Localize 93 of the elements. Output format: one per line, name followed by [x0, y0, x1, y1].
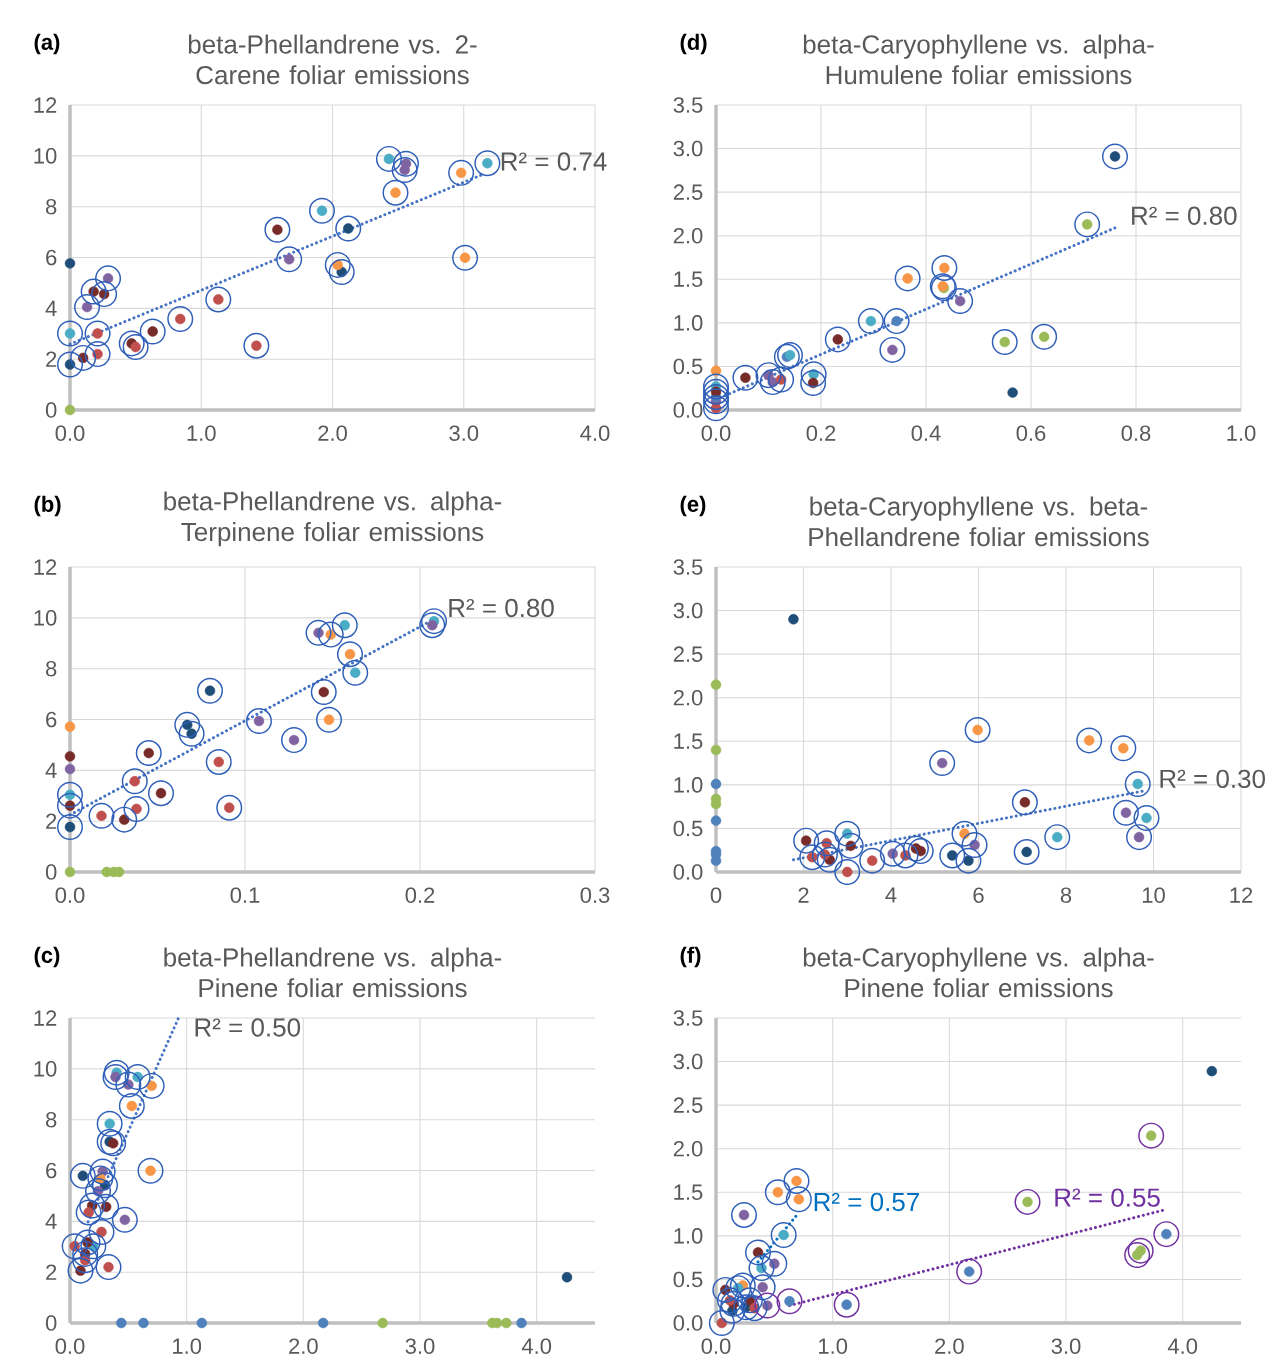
x-tick-label: 4.0 — [580, 425, 610, 441]
y-tick-label: 0 — [45, 1315, 57, 1331]
y-tick-label: 8 — [46, 1111, 57, 1128]
x-tick-label: 4 — [885, 887, 897, 903]
x-tick-label: 4.0 — [1167, 1338, 1198, 1354]
chart-title: beta-Caryophyllene vs. alpha-Pinene foliar emissions — [803, 947, 1154, 998]
y-tick-label: 3.5 — [673, 97, 703, 113]
x-tick-label: 1.0 — [1227, 425, 1256, 441]
annotation: R² = 0.50 — [195, 1018, 301, 1037]
y-tick-label: 1.0 — [674, 315, 703, 331]
x-tick-label: 0.2 — [806, 425, 836, 441]
x-tick-label: 1.0 — [187, 425, 216, 441]
y-tick-label: 6 — [46, 249, 57, 266]
text: (c) — [34, 946, 60, 968]
y-tick-label: 0.5 — [673, 820, 703, 837]
y-tick-label: 1.5 — [674, 733, 703, 749]
x-tick-label: 0.6 — [1016, 425, 1046, 441]
y-tick-label: 1.0 — [674, 1228, 703, 1244]
y-tick-label: 2 — [46, 813, 57, 829]
x-tick-label: 3.0 — [1051, 1338, 1081, 1354]
annotation: R² = 0.80 — [1132, 206, 1237, 225]
chart-title: beta-Caryophyllene vs. beta-Phellandrene foliar emissions — [809, 496, 1149, 547]
annotation: R² = 0.30 — [1160, 769, 1265, 789]
text: (d) — [680, 33, 707, 55]
y-tick-label: 1.0 — [674, 777, 703, 793]
y-tick-label: 12 — [34, 97, 57, 113]
y-tick-label: 6 — [46, 711, 57, 728]
x-tick-label: 2.0 — [935, 1338, 964, 1354]
x-tick-label: 2.0 — [318, 425, 347, 441]
y-tick-label: 2.0 — [673, 1140, 703, 1157]
y-tick-label: 3.5 — [673, 1010, 703, 1026]
y-tick-label: 4 — [45, 300, 57, 316]
y-tick-label: 3.5 — [673, 559, 703, 575]
y-tick-label: 2.5 — [673, 184, 703, 200]
y-tick-label: 10 — [34, 610, 57, 626]
x-tick-label: 4.0 — [521, 1338, 552, 1354]
y-tick-label: 3.0 — [673, 1053, 703, 1070]
y-tick-label: 1.5 — [674, 271, 703, 287]
y-tick-label: 0.0 — [673, 864, 703, 880]
x-tick-label: 2 — [798, 887, 809, 903]
x-tick-label: 1.0 — [819, 1338, 848, 1354]
y-tick-label: 4 — [45, 762, 57, 778]
y-tick-label: 12 — [34, 559, 57, 575]
annotation: R² = 0.74 — [501, 152, 607, 171]
y-tick-label: 4 — [45, 1213, 57, 1229]
x-tick-label: 3.0 — [449, 425, 479, 441]
x-tick-label: 2.0 — [289, 1338, 318, 1354]
text: (a) — [34, 33, 60, 55]
annotation: R² = 0.57 — [814, 1192, 919, 1212]
y-tick-label: 2 — [46, 351, 57, 367]
x-tick-label: 10 — [1142, 887, 1165, 903]
y-tick-label: 2.5 — [673, 646, 703, 662]
y-tick-label: 1.5 — [674, 1184, 703, 1200]
x-tick-label: 6 — [973, 887, 984, 903]
y-tick-label: 0 — [45, 864, 57, 880]
y-tick-label: 10 — [34, 148, 57, 164]
x-tick-label: 0.1 — [230, 887, 260, 903]
y-tick-label: 2.0 — [673, 689, 703, 706]
x-tick-label: 0.0 — [701, 1338, 731, 1354]
y-tick-label: 6 — [46, 1162, 57, 1179]
y-tick-label: 3.0 — [673, 602, 703, 619]
x-tick-label: 3.0 — [405, 1338, 435, 1354]
x-tick-label: 8 — [1060, 887, 1072, 903]
chart-title: beta-Phellandrene vs. 2-Carene foliar emissions — [188, 34, 477, 85]
chart-title: beta-Phellandrene vs. alpha-Pinene foliar emissions — [164, 947, 502, 998]
y-tick-label: 0.5 — [673, 358, 703, 375]
y-tick-label: 2.5 — [673, 1097, 703, 1113]
x-tick-label: 0.0 — [701, 425, 731, 441]
text: (b) — [34, 495, 61, 517]
text: (f) — [680, 946, 701, 968]
x-tick-label: 0.2 — [405, 887, 435, 903]
x-tick-label: 1.0 — [173, 1338, 202, 1354]
x-tick-label: 12 — [1230, 887, 1253, 903]
x-tick-label: 0.8 — [1121, 425, 1151, 441]
y-tick-label: 10 — [34, 1061, 57, 1077]
y-tick-label: 0.5 — [673, 1271, 703, 1288]
y-tick-label: 2 — [46, 1264, 57, 1280]
y-tick-label: 0.0 — [673, 402, 703, 418]
annotation: R² = 0.80 — [449, 598, 554, 618]
y-tick-label: 0 — [45, 402, 57, 418]
chart-title: beta-Phellandrene vs. alpha-Terpinene foliar emissions — [164, 491, 502, 547]
x-tick-label: 0.3 — [580, 887, 610, 903]
chart-title: beta-Caryophyllene vs. alpha-Humulene foliar emissions — [803, 34, 1154, 85]
text: (e) — [680, 495, 706, 517]
y-tick-label: 0.0 — [673, 1315, 703, 1331]
y-tick-label: 8 — [46, 660, 57, 677]
x-tick-label: 0 — [710, 887, 722, 903]
y-tick-label: 12 — [34, 1010, 57, 1026]
y-tick-label: 8 — [46, 198, 57, 215]
y-tick-label: 3.0 — [673, 140, 703, 157]
y-tick-label: 2.0 — [673, 227, 703, 244]
annotation: R² = 0.55 — [1055, 1188, 1160, 1207]
x-tick-label: 0.4 — [911, 425, 941, 441]
